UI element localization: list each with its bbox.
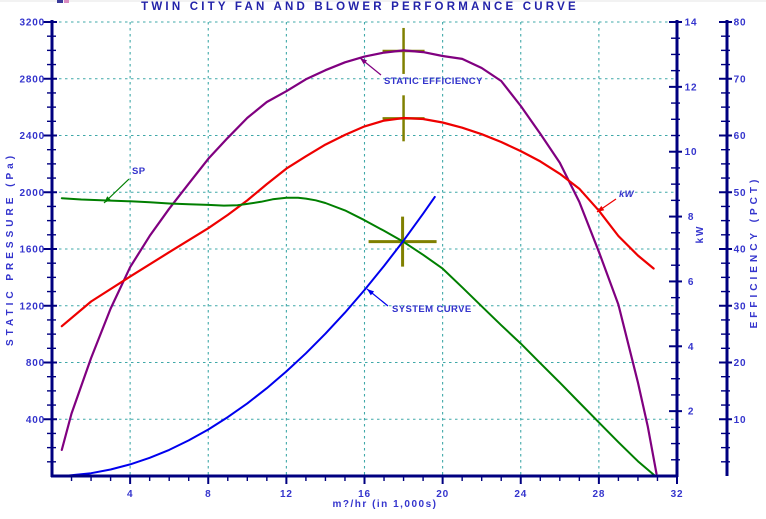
- static_efficiency-curve: [60, 49, 658, 475]
- y-eff-tick-label: 70: [734, 74, 747, 85]
- y-eff-tick-label: 30: [734, 301, 747, 312]
- y-left-tick-label: 2800: [20, 74, 45, 85]
- chart-title: TWIN CITY FAN AND BLOWER PERFORMANCE CUR…: [141, 1, 579, 13]
- x-tick-label: 20: [436, 489, 449, 500]
- y-kw-tick-label: 2: [688, 407, 694, 418]
- curve-label-sp: SP: [132, 166, 146, 177]
- y-kw-tick-label: 8: [688, 212, 694, 223]
- y-eff-tick-label: 50: [734, 188, 747, 199]
- x-axis-title: m?/hr (in 1,000s): [333, 499, 438, 510]
- y-left-tick-label: 800: [26, 358, 45, 369]
- callout-arrowhead: [597, 205, 605, 212]
- y-left-tick-label: 400: [26, 415, 45, 426]
- y-eff-tick-label: 10: [734, 415, 747, 426]
- y-kw-tick-label: 10: [685, 147, 698, 158]
- kw-curve: [60, 116, 655, 328]
- callout-arrowhead: [104, 196, 111, 203]
- y-left-axis-title: STATIC PRESSURE (Pa): [5, 152, 16, 346]
- x-tick-label: 16: [358, 489, 371, 500]
- y-left-tick-label: 1200: [20, 301, 45, 312]
- y-kw-tick-label: 14: [685, 18, 698, 29]
- y-left-tick-label: 2400: [20, 131, 45, 142]
- y-left-tick-label: 2000: [20, 188, 45, 199]
- system_curve-curve: [66, 195, 436, 477]
- y-kw-tick-label: 6: [688, 277, 694, 288]
- curve-label-kw: kW: [619, 189, 635, 200]
- x-tick-label: 8: [205, 489, 211, 500]
- x-tick-label: 32: [671, 489, 684, 500]
- callout-arrowhead: [367, 289, 375, 296]
- y-eff-tick-label: 60: [734, 131, 747, 142]
- y-eff-axis-title: EFFICIENCY (PCT): [749, 176, 760, 329]
- callout-arrowhead: [360, 58, 368, 65]
- y-kw-tick-label: 4: [688, 342, 694, 353]
- y-eff-tick-label: 40: [734, 245, 747, 256]
- curve-label-static-efficiency: STATIC EFFICIENCY: [384, 76, 483, 87]
- curve-label-system-curve: SYSTEM CURVE: [392, 304, 472, 315]
- y-eff-tick-label: 20: [734, 358, 747, 369]
- y-eff-tick-label: 80: [734, 18, 747, 29]
- y-left-tick-label: 3200: [20, 18, 45, 29]
- x-tick-label: 28: [593, 489, 606, 500]
- cropped-text-fragment: [57, 0, 63, 3]
- y-kw-tick-label: 12: [685, 82, 698, 93]
- x-tick-label: 4: [127, 489, 133, 500]
- y-kw-axis-title: kW: [695, 225, 706, 244]
- cropped-text-fragment: [64, 0, 69, 3]
- x-tick-label: 12: [280, 489, 293, 500]
- cropped-window-edge: [0, 0, 766, 2]
- x-tick-label: 24: [514, 489, 527, 500]
- y-left-tick-label: 1600: [20, 245, 45, 256]
- sp-curve: [60, 196, 656, 477]
